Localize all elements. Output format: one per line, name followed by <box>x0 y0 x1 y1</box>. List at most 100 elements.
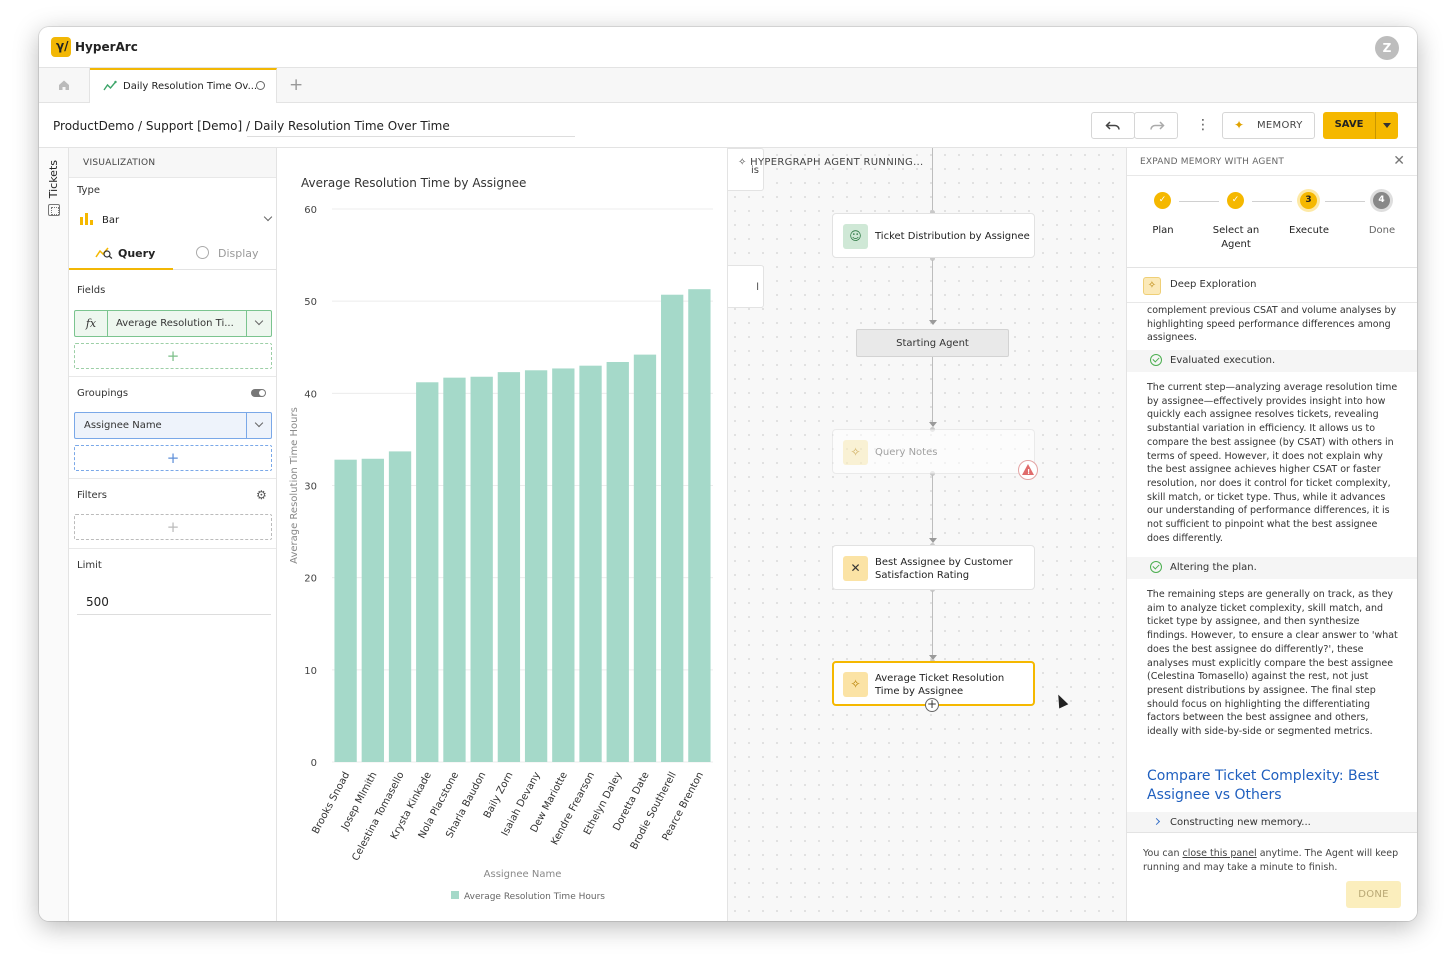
connector-dot <box>930 256 935 261</box>
x-tick-label: Celestina Tomasello <box>350 770 406 863</box>
close-panel-link[interactable]: close this panel <box>1182 848 1257 859</box>
sparkle-icon: ✧ <box>843 440 868 465</box>
app-name: HyperArc <box>75 40 138 54</box>
field-average-resolution[interactable]: fx Average Resolution Ti... <box>74 310 272 337</box>
log-paragraph: The remaining steps are generally on tra… <box>1147 589 1398 738</box>
connector <box>932 148 933 210</box>
function-icon: fx <box>75 311 108 336</box>
tab-query[interactable]: Query <box>69 237 173 270</box>
connector <box>932 260 933 322</box>
save-button[interactable]: SAVE <box>1323 112 1375 139</box>
close-icon[interactable]: ✕ <box>1393 153 1405 169</box>
more-options-icon[interactable]: ⋮ <box>1196 117 1210 133</box>
tab-display[interactable]: Display <box>173 237 277 270</box>
node-starting-agent[interactable]: Starting Agent <box>856 329 1009 357</box>
palette-icon <box>196 246 209 259</box>
divider <box>69 548 276 549</box>
new-memory-title[interactable]: Compare Ticket Complexity: Best Assignee… <box>1147 768 1380 803</box>
limit-label: Limit <box>77 560 102 571</box>
node-best-assignee[interactable]: ✕ Best Assignee by Customer Satisfaction… <box>832 545 1035 590</box>
connector-dot <box>930 210 935 215</box>
offscreen-node-label: is <box>751 165 759 176</box>
y-tick-label: 40 <box>304 389 317 400</box>
table-icon[interactable] <box>48 204 60 216</box>
hypergraph-canvas[interactable]: is l ✧ HYPERGRAPH AGENT RUNNING... ☺ Tic… <box>728 148 1126 921</box>
redo-button[interactable] <box>1134 112 1178 139</box>
mouse-cursor-icon <box>1053 692 1069 709</box>
field-dropdown-button[interactable] <box>246 311 271 336</box>
node-ticket-distribution[interactable]: ☺ Ticket Distribution by Assignee <box>832 213 1035 258</box>
step-execute-marker: 3 <box>1300 192 1317 209</box>
tab-display-label: Display <box>218 247 259 260</box>
step-plan-label: Plan <box>1152 225 1174 236</box>
bar <box>633 354 657 762</box>
deep-exploration-label: Deep Exploration <box>1170 279 1257 290</box>
app-logo: γ/ <box>51 37 71 57</box>
node-label: Best Assignee by Customer Satisfaction R… <box>875 557 1013 581</box>
step-connector <box>1252 201 1292 202</box>
grouping-dropdown-button[interactable] <box>246 413 271 438</box>
agent-log[interactable]: complement previous CSAT and volume anal… <box>1127 304 1417 854</box>
bar <box>470 376 493 762</box>
tab-bar: Daily Resolution Time Ov... + <box>39 68 1417 103</box>
save-label: SAVE <box>1334 119 1364 130</box>
warning-icon[interactable]: ! <box>1018 460 1038 480</box>
constructing-row[interactable]: Constructing new memory... <box>1127 812 1417 834</box>
add-grouping-button[interactable]: + <box>74 445 272 471</box>
type-chevron-icon[interactable] <box>263 212 273 222</box>
title-underline <box>247 136 575 137</box>
legend-label: Average Resolution Time Hours <box>464 892 605 902</box>
groupings-toggle[interactable] <box>251 389 266 397</box>
offscreen-node[interactable]: l <box>728 265 764 308</box>
grouping-assignee-name[interactable]: Assignee Name <box>74 412 272 439</box>
step-select-label: Select an Agent <box>1212 225 1260 250</box>
bar <box>552 368 575 762</box>
bar <box>443 377 466 762</box>
limit-underline <box>77 614 271 615</box>
y-tick-label: 10 <box>304 666 317 677</box>
agent-running-label: HYPERGRAPH AGENT RUNNING... <box>750 157 924 168</box>
visualization-panel: VISUALIZATION Type Bar Query Display Fie… <box>69 148 277 921</box>
chevron-down-icon <box>254 418 264 428</box>
add-filter-button[interactable]: + <box>74 514 272 540</box>
chevron-right-icon <box>1152 817 1161 826</box>
chart-title: Average Resolution Time by Assignee <box>301 176 527 190</box>
node-query-notes[interactable]: ✧ Query Notes <box>832 429 1035 474</box>
check-circle-icon <box>1150 561 1162 573</box>
new-tab-button[interactable]: + <box>289 75 304 95</box>
bar <box>688 289 711 762</box>
tab-close-icon[interactable] <box>256 81 265 90</box>
rail-tickets-label[interactable]: Tickets <box>47 160 60 199</box>
sparkle-icon: ✧ <box>1143 277 1161 295</box>
undo-button[interactable] <box>1091 112 1135 139</box>
bar <box>388 451 412 762</box>
chart-panel: Average Resolution Time by Assignee 0 10 2… <box>277 148 728 921</box>
tab-query-label: Query <box>118 247 156 260</box>
tools-icon: ✕ <box>843 556 868 581</box>
memory-button[interactable]: ✦ MEMORY <box>1222 112 1315 139</box>
deep-exploration-row[interactable]: ✧ Deep Exploration <box>1127 268 1417 303</box>
gear-icon[interactable]: ⚙ <box>256 488 267 502</box>
type-select[interactable]: Bar <box>102 215 120 226</box>
constructing-label: Constructing new memory... <box>1170 817 1311 828</box>
home-tab[interactable] <box>39 68 90 103</box>
add-field-button[interactable]: + <box>74 343 272 369</box>
offscreen-node[interactable]: is <box>728 148 764 191</box>
step-connector <box>1179 201 1219 202</box>
tab-daily-resolution[interactable]: Daily Resolution Time Ov... <box>90 68 277 103</box>
grouping-label: Assignee Name <box>84 420 162 431</box>
agent-running-status: ✧ HYPERGRAPH AGENT RUNNING... <box>738 157 924 168</box>
limit-input[interactable]: 500 <box>86 595 109 609</box>
done-button[interactable]: DONE <box>1346 881 1401 908</box>
breadcrumb[interactable]: ProductDemo / Support [Demo] / Daily Res… <box>53 119 450 133</box>
add-node-button[interactable]: + <box>925 697 939 712</box>
divider <box>69 478 276 479</box>
agent-panel: EXPAND MEMORY WITH AGENT ✕ ✓ ✓ 3 4 Plan … <box>1126 148 1417 921</box>
node-label: Query Notes <box>875 447 938 458</box>
connector <box>932 475 933 541</box>
avatar[interactable]: Z <box>1375 36 1399 60</box>
chevron-down-icon <box>254 316 264 326</box>
visualization-header: VISUALIZATION <box>69 148 276 178</box>
save-dropdown-button[interactable] <box>1375 112 1398 139</box>
query-icon <box>95 247 113 259</box>
